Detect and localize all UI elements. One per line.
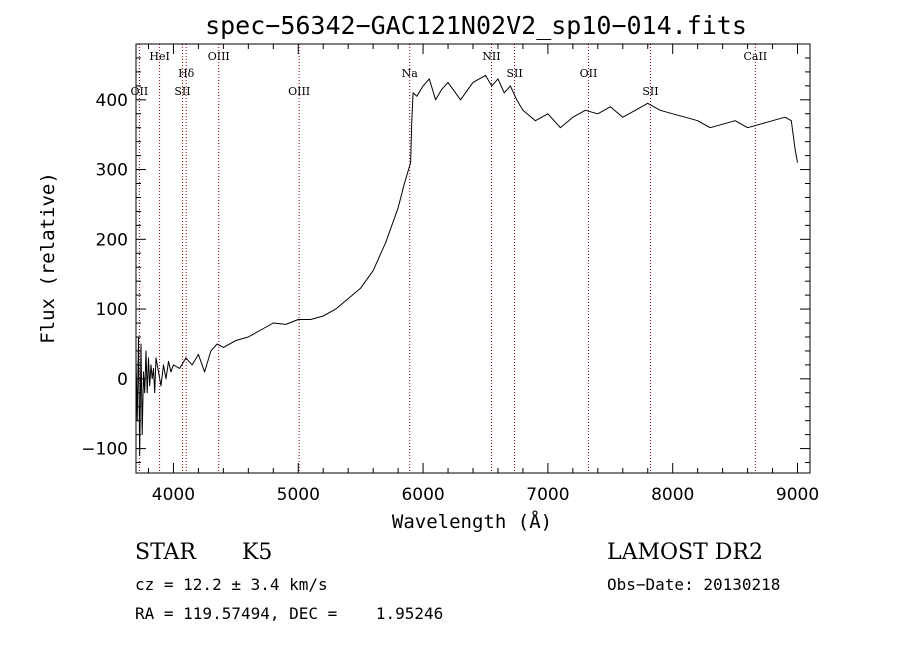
- cz-text: cz = 12.2 ± 3.4 km/s: [135, 575, 328, 594]
- line-marker-label-4: OIII: [208, 50, 230, 63]
- x-tick-label-2: 6000: [401, 485, 444, 505]
- y-tick-label-2: 100: [96, 300, 128, 320]
- x-tick-label-4: 8000: [651, 485, 694, 505]
- x-tick-label-3: 7000: [526, 485, 569, 505]
- line-marker-label-3: Hδ: [178, 67, 195, 80]
- y-tick-label-0: −100: [81, 440, 128, 460]
- line-marker-label-1: HeI: [149, 50, 169, 63]
- obs-date-text: Obs−Date: 20130218: [607, 575, 781, 594]
- spectrum-chart: spec−56342−GAC121N02V2_sp10−014.fits OII…: [37, 11, 819, 533]
- y-axis-ticks: −100 0 100 200 300 400: [81, 57, 810, 464]
- line-marker-label-8: SII: [506, 67, 522, 80]
- plot-frame: [135, 43, 811, 474]
- x-axis-ticks: 4000 5000 6000 7000 8000 9000: [147, 44, 819, 505]
- line-marker-label-9: OII: [580, 67, 598, 80]
- x-tick-label-1: 5000: [277, 485, 320, 505]
- line-marker-label-11: CaII: [743, 50, 767, 63]
- spectrum-line-0: [135, 74, 798, 457]
- emission-line-markers: OII HeI SII Hδ OIII OIII Na NII SII OII SII CaII: [131, 44, 767, 473]
- x-axis-label: Wavelength (Å): [392, 510, 552, 533]
- x-tick-label-5: 9000: [776, 485, 819, 505]
- y-tick-label-1: 0: [117, 370, 128, 390]
- line-marker-label-6: Na: [402, 67, 419, 80]
- y-tick-label-4: 300: [96, 161, 128, 181]
- line-marker-label-5: OIII: [288, 85, 310, 98]
- y-axis-label: Flux (relative): [37, 172, 59, 344]
- line-marker-label-10: SII: [642, 85, 658, 98]
- class-label: STAR: [135, 540, 196, 565]
- y-tick-label-3: 200: [96, 230, 128, 250]
- survey-label: LAMOST DR2: [607, 540, 763, 565]
- line-marker-label-2: SII: [174, 85, 190, 98]
- y-tick-label-5: 400: [96, 91, 128, 111]
- coords-text: RA = 119.57494, DEC = 1.95246: [135, 604, 444, 623]
- subclass-label: K5: [242, 540, 273, 565]
- line-marker-label-0: OII: [131, 85, 149, 98]
- chart-title: spec−56342−GAC121N02V2_sp10−014.fits: [205, 11, 747, 40]
- spectrum-series: [135, 74, 798, 457]
- line-marker-label-7: NII: [482, 50, 500, 63]
- x-tick-label-0: 4000: [152, 485, 195, 505]
